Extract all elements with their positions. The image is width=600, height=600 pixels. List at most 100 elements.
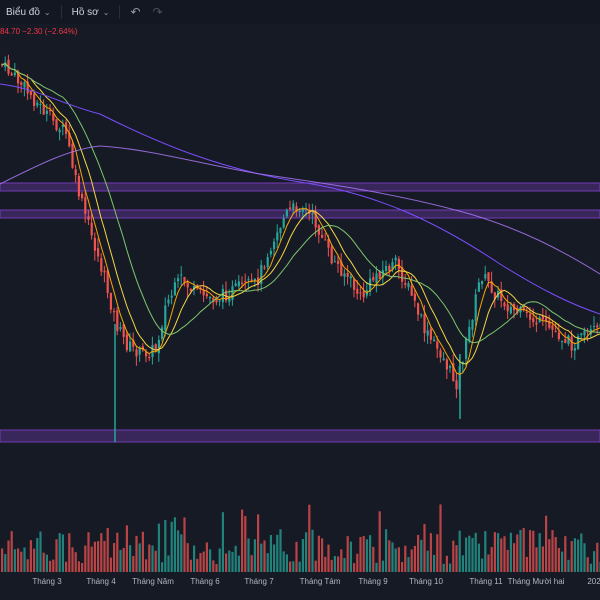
chart-menu-button[interactable]: Biểu đồ ⌄ [0,0,57,24]
candle-body [337,260,340,264]
candle-body [346,272,349,277]
volume-bar [564,536,567,572]
volume-bar [273,544,276,572]
candle-body [554,331,557,333]
candle-body [465,338,468,359]
candle-body [487,272,490,282]
volume-bar [221,512,224,572]
candle-body [353,278,356,290]
candle-body [506,304,509,312]
volume-bar [164,520,167,572]
candle-body [164,305,167,331]
volume-bar [77,561,80,572]
undo-icon[interactable]: ↶ [130,5,141,19]
candle-body [100,258,103,272]
candle-body [541,315,544,320]
candle-body [132,339,135,347]
volume-bar [234,545,237,572]
candle-body [397,258,400,270]
volume-bar [471,538,474,572]
candle-body [298,210,301,213]
candle-body [180,274,183,276]
candle-body [241,282,244,284]
volume-bar [186,543,189,572]
candle-body [250,279,253,282]
volume-bar [205,542,208,572]
candle-body [356,288,359,294]
time-axis-label: 202 [587,577,600,586]
volume-bar [420,539,423,572]
time-axis-label: Tháng 3 [32,577,62,586]
candle-body [522,304,525,310]
volume-bar [506,549,509,572]
volume-bar [42,552,45,572]
candle-body [253,278,256,282]
volume-bar [452,540,455,572]
candle-body [260,264,263,284]
candle-body [244,280,247,282]
candle-body [532,318,535,323]
candle-body [90,222,93,236]
volume-bar [298,561,301,572]
candle-body [183,277,186,284]
volume-bar [369,535,372,572]
volume-bar [196,558,199,572]
volume-bar [241,509,244,572]
volume-bar [503,536,506,572]
candle-body [71,143,74,168]
volume-bar [509,532,512,572]
price-change-legend: 84.70 −2.30 (−2.64%) [0,27,78,36]
candle-body [436,341,439,349]
volume-bar [583,543,586,572]
candle-body [39,104,42,106]
time-axis-label: Tháng 4 [86,577,116,586]
candle-body [493,292,496,300]
ma-slow-line [1,63,600,344]
candle-body [17,71,20,84]
volume-bar [180,534,183,572]
candle-body [404,283,407,285]
ma-long-line [0,83,600,315]
profile-menu-label: Hồ sơ [71,6,99,18]
volume-bar [212,560,215,572]
volume-bar [295,541,298,572]
ma-200-line [0,145,600,275]
price-chart[interactable] [0,24,600,600]
candle-body [330,246,333,264]
redo-icon[interactable]: ↷ [152,5,163,19]
volume-bar [327,544,330,572]
candle-body [551,325,554,330]
volume-bar [404,545,407,572]
candle-body [394,257,397,261]
volume-bar [487,554,490,572]
candle-body [426,330,429,336]
candle-body [77,175,80,197]
moving-averages [0,63,600,375]
candle-body [503,302,506,307]
candle-body [340,261,343,276]
candle-body [333,261,336,263]
volume-bar [154,550,157,572]
candle-body [292,203,295,210]
candle-body [186,282,189,288]
candle-body [173,282,176,296]
volume-bar [407,557,410,572]
candle-body [45,110,48,114]
volume-bar [148,544,151,572]
volume-bar [375,562,378,572]
volume-bar [68,533,71,572]
candle-body [81,193,84,199]
candle-body [52,113,55,121]
volume-bar [173,517,176,572]
profile-menu-button[interactable]: Hồ sơ ⌄ [66,0,116,24]
time-axis-label: Tháng Năm [132,577,174,586]
candle-body [237,281,240,287]
volume-bar [231,551,234,572]
chevron-down-icon: ⌄ [43,7,51,17]
volume-bar [161,562,164,572]
volume-bar [554,536,557,572]
volume-bar [61,534,64,572]
candle-body [449,365,452,368]
volume-bar [215,563,218,572]
candle-body [372,276,375,281]
